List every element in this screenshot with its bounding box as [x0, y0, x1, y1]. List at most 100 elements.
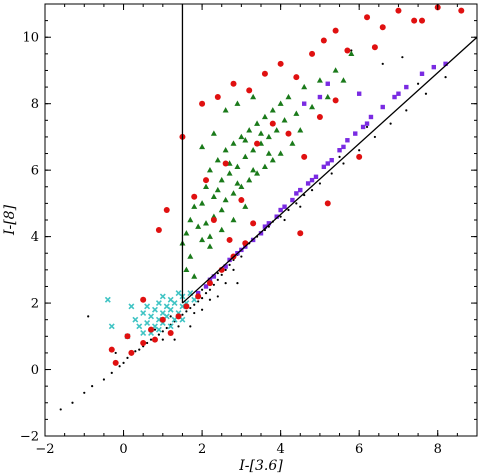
- data-point-square: [404, 84, 409, 90]
- data-point-square: [356, 91, 362, 96]
- data-point-dot: [126, 356, 129, 360]
- data-point-cross: [104, 296, 111, 303]
- data-point-dot: [165, 326, 168, 330]
- y-axis-label: I-[8]: [2, 204, 18, 236]
- data-point-circle: [191, 193, 198, 200]
- data-point-circle: [175, 313, 182, 320]
- data-point-triangle: [230, 140, 237, 146]
- data-point-circle: [324, 200, 331, 207]
- data-point-square: [203, 284, 209, 289]
- data-point-dot: [208, 288, 212, 291]
- data-point-square: [262, 224, 268, 229]
- data-point-circle: [344, 47, 351, 54]
- data-point-circle: [332, 27, 339, 34]
- data-point-square: [278, 207, 283, 213]
- data-point-cross: [144, 303, 151, 310]
- data-point-square: [325, 81, 330, 86]
- y-tick-label: 6: [31, 164, 39, 179]
- data-point-cross: [167, 306, 174, 313]
- data-point-square: [313, 174, 319, 179]
- data-point-square: [274, 214, 279, 219]
- data-point-dot: [318, 182, 322, 185]
- data-point-triangle: [289, 140, 296, 146]
- y-tick-label: 4: [31, 230, 39, 245]
- data-point-triangle: [246, 176, 253, 183]
- data-point-triangle: [218, 206, 225, 213]
- data-point-cross: [155, 300, 162, 307]
- data-point-triangle: [273, 127, 280, 133]
- data-point-dot: [216, 278, 219, 281]
- data-point-dot: [216, 295, 219, 298]
- data-point-dot: [220, 273, 223, 276]
- data-point-dot: [279, 215, 282, 218]
- data-point-dot: [200, 308, 204, 311]
- data-point-dot: [389, 122, 392, 125]
- x-tick-label: 0: [119, 442, 127, 457]
- data-point-triangle: [206, 233, 213, 239]
- data-point-triangle: [250, 147, 257, 153]
- data-point-triangle: [203, 220, 210, 226]
- data-point-circle: [320, 37, 327, 44]
- data-point-circle: [356, 153, 363, 160]
- data-point-triangle: [324, 93, 331, 100]
- data-point-cross: [171, 300, 178, 307]
- data-point-triangle: [203, 183, 210, 189]
- data-point-dot: [212, 283, 215, 286]
- data-point-square: [302, 101, 307, 106]
- data-point-triangle: [309, 103, 316, 110]
- data-point-dot: [114, 351, 117, 355]
- data-point-circle: [112, 359, 119, 366]
- data-point-dot: [149, 338, 153, 341]
- data-point-square: [290, 197, 295, 203]
- data-point-triangle: [250, 93, 257, 100]
- data-point-triangle: [316, 77, 323, 83]
- data-point-circle: [159, 316, 166, 323]
- data-point-dot: [118, 365, 121, 368]
- data-point-triangle: [250, 166, 257, 173]
- data-point-square: [364, 121, 370, 126]
- data-point-cross: [140, 310, 147, 317]
- data-point-circle: [108, 346, 115, 353]
- data-point-triangle: [254, 170, 261, 176]
- data-point-square: [258, 231, 264, 236]
- data-point-cross: [136, 323, 143, 330]
- data-point-square: [266, 221, 272, 226]
- data-point-triangle: [261, 113, 268, 120]
- data-point-square: [223, 264, 228, 269]
- data-point-dot: [177, 325, 180, 328]
- data-point-circle: [203, 177, 210, 184]
- y-tick-label: 0: [31, 363, 39, 378]
- axis-ticks: −2 0 2 4 6 8 −2 0 2 4 6 8 10: [20, 3, 478, 457]
- plot-frame: [44, 3, 478, 437]
- data-point-square: [396, 91, 401, 96]
- data-point-circle: [124, 333, 131, 340]
- data-point-square: [360, 124, 366, 130]
- data-point-circle: [332, 97, 339, 104]
- data-point-circle: [140, 339, 147, 346]
- data-point-circle: [214, 94, 221, 101]
- data-point-dot: [157, 333, 160, 336]
- data-point-dot: [224, 268, 227, 271]
- data-point-dot: [169, 315, 172, 318]
- data-point-circle: [238, 197, 245, 204]
- data-point-dot: [350, 49, 353, 52]
- data-point-dot: [193, 311, 196, 315]
- data-point-circle: [163, 207, 170, 214]
- data-point-cross: [148, 313, 155, 320]
- data-point-dot: [59, 408, 62, 411]
- data-point-dot: [185, 310, 188, 313]
- data-point-triangle: [195, 223, 202, 229]
- data-point-circle: [230, 80, 237, 87]
- data-point-square: [321, 164, 327, 170]
- data-point-circle: [411, 17, 418, 24]
- x-tick-label: 8: [434, 442, 442, 457]
- data-point-dot: [87, 315, 90, 318]
- data-point-dot: [197, 300, 200, 303]
- data-point-circle: [206, 280, 213, 287]
- data-point-triangle: [218, 176, 225, 183]
- data-point-circle: [195, 293, 202, 300]
- data-point-circle: [458, 7, 465, 14]
- data-point-circle: [316, 113, 323, 120]
- data-point-dot: [299, 205, 302, 208]
- data-point-triangle: [242, 203, 249, 209]
